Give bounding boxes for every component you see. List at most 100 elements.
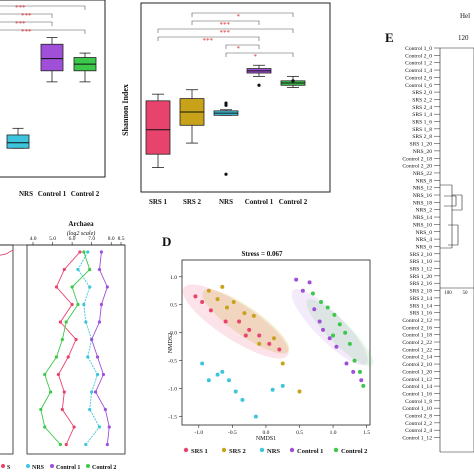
e-leaf-label-44: Control 1_20 — [402, 369, 432, 375]
c-point-0-9 — [60, 407, 64, 412]
d-ellipse-control2 — [306, 299, 374, 367]
c-point-3-1 — [88, 267, 92, 272]
d-ytick-label-5: -1.5 — [168, 415, 177, 421]
b-box-0 — [145, 100, 171, 155]
a-box-1 — [40, 43, 64, 72]
e-branch-0 — [440, 47, 474, 453]
c-point-1-8 — [90, 390, 94, 394]
e-leaf-label-37: Control 2_12 — [402, 318, 432, 324]
e-branch-1 — [440, 184, 453, 249]
panel-e-header: Hel — [460, 12, 470, 20]
d-ytick-label-3: -0.5 — [168, 359, 177, 365]
d-xtick-label-4: 1.0 — [330, 430, 337, 436]
panel-c: Archaea (log2 scale) 4.0 5.0 6.0 7.0 8.0 8.5 … — [0, 220, 126, 471]
c-tick-label-1: 5.0 — [49, 236, 56, 242]
panel-d-legend-0: SRS 1 — [191, 448, 208, 455]
e-leaf-label-24: NRS_10 — [413, 222, 432, 228]
e-leaf-label-41: Control 1_22 — [402, 347, 432, 353]
panel-d-ylabel: NMDS2 — [168, 333, 174, 353]
c-point-0-3 — [70, 302, 74, 307]
d-point-3-2 — [307, 280, 312, 285]
b-outlier-2-2 — [224, 172, 228, 176]
e-leaf-label-45: Control 1_12 — [402, 377, 432, 383]
d-ellipse-control1 — [291, 289, 368, 366]
c-point-2-10 — [107, 425, 111, 429]
d-point-4-10 — [361, 383, 366, 388]
d-point-0-9 — [243, 333, 248, 338]
d-point-2-3 — [220, 369, 225, 374]
panel-d-legend-4: Control 2 — [341, 448, 367, 455]
c-point-0-11 — [64, 442, 68, 447]
c-point-2-1 — [97, 267, 102, 272]
e-leaf-label-40: Control 2_22 — [402, 340, 432, 346]
d-ytick-label-4: -1.0 — [168, 387, 177, 393]
e-leaf-label-17: NRS_22 — [413, 171, 432, 177]
d-point-4-0 — [310, 291, 315, 296]
e-leaf-label-38: Control 2_16 — [402, 325, 432, 331]
panel-d-legend-1: SRS 2 — [229, 448, 246, 455]
c-point-0-4 — [58, 320, 62, 324]
panel-c-legend-1: NRS — [32, 465, 45, 471]
panel-a-cat-1: Control 1 — [38, 190, 67, 198]
legend-swatch-control1 — [50, 464, 54, 468]
c-point-1-11 — [84, 442, 88, 447]
e-leaf-label-0: Control 1_0 — [405, 46, 432, 52]
panel-a-frame — [0, 0, 106, 178]
c-point-3-6 — [54, 355, 59, 359]
c-point-3-7 — [43, 372, 47, 377]
panel-d: D Stress = 0.067 NMDS2 NMDS1 -1.0 -0.5 0.0… — [162, 234, 374, 455]
panel-d-letter: D — [162, 234, 171, 249]
c-point-1-3 — [82, 302, 86, 307]
b-outlier-2-0 — [224, 103, 228, 107]
legend-swatch-nrs-d — [259, 447, 265, 453]
c-point-0-6 — [66, 355, 70, 359]
e-leaf-label-21: NRS_18 — [413, 200, 432, 206]
c-point-2-3 — [99, 302, 104, 307]
d-point-1-7 — [271, 336, 276, 341]
d-xtick-label-1: -0.5 — [228, 430, 237, 436]
b-outlier-2-1 — [224, 101, 228, 105]
d-point-1-1 — [215, 297, 220, 302]
c-series-line-2 — [91, 251, 110, 445]
c-point-0-0 — [78, 250, 82, 254]
d-point-3-0 — [294, 277, 299, 282]
c-point-0-10 — [72, 425, 76, 429]
panel-d-legend-2: NRS — [267, 448, 280, 455]
panel-d-frame — [181, 259, 371, 426]
b-sig-0: *** — [203, 37, 214, 45]
e-leaf-label-26: NRS_4 — [416, 237, 433, 243]
a-sig-0: *** — [15, 4, 26, 12]
c-point-3-2 — [70, 285, 74, 289]
d-point-0-4 — [237, 319, 242, 324]
panel-b: Shannon Index ************ SRS 1 SRS 2 N… — [121, 2, 331, 206]
e-branch-3 — [448, 224, 459, 246]
e-leaf-label-34: SRS 2_14 — [409, 296, 432, 302]
d-point-4-1 — [318, 299, 323, 304]
panel-d-stress: Stress = 0.067 — [242, 250, 283, 258]
d-point-2-1 — [206, 378, 211, 383]
d-xtick-label-3: 0.5 — [296, 430, 303, 436]
e-leaf-label-16: Control 2_20 — [402, 164, 432, 170]
d-point-0-2 — [208, 308, 213, 313]
b-sig-1: *** — [220, 29, 231, 37]
d-point-3-6 — [334, 344, 339, 349]
panel-e-letter: E — [385, 30, 394, 45]
c-point-1-7 — [95, 372, 100, 377]
e-leaf-label-36: SRS 1_16 — [409, 311, 432, 317]
c-point-0-1 — [62, 267, 66, 272]
d-point-4-3 — [332, 312, 337, 317]
c-tick-label-2: 6.0 — [69, 236, 76, 242]
d-point-1-4 — [242, 311, 247, 316]
d-point-2-8 — [270, 387, 275, 392]
e-leaf-label-33: SRS 2_18 — [409, 289, 432, 295]
e-branch-2 — [452, 194, 463, 211]
d-point-3-5 — [327, 336, 332, 341]
panel-b-cat-2: NRS — [219, 198, 233, 206]
legend-swatch-s — [1, 464, 5, 468]
e-leaf-label-31: SRS 1_20 — [409, 274, 432, 280]
d-point-1-9 — [220, 284, 225, 289]
d-point-2-9 — [280, 383, 285, 388]
d-ellipse-srs2 — [202, 289, 290, 354]
panel-e-scale-2: 50 — [463, 291, 469, 296]
